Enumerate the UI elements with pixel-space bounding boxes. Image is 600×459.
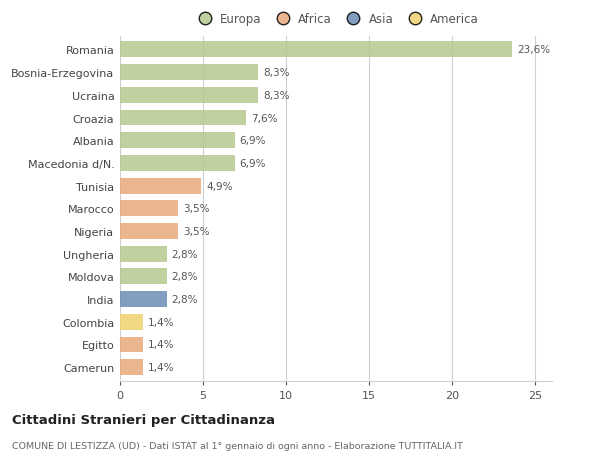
Bar [120,110,246,126]
Bar [120,201,178,217]
Text: 3,5%: 3,5% [183,226,209,236]
Text: 2,8%: 2,8% [172,272,198,282]
Text: 1,4%: 1,4% [148,363,175,372]
Text: 2,8%: 2,8% [172,294,198,304]
Text: 7,6%: 7,6% [251,113,278,123]
Text: 6,9%: 6,9% [239,136,266,146]
Text: Cittadini Stranieri per Cittadinanza: Cittadini Stranieri per Cittadinanza [12,413,275,426]
Text: 4,9%: 4,9% [206,181,233,191]
Text: COMUNE DI LESTIZZA (UD) - Dati ISTAT al 1° gennaio di ogni anno - Elaborazione T: COMUNE DI LESTIZZA (UD) - Dati ISTAT al … [12,441,463,450]
Text: 6,9%: 6,9% [239,158,266,168]
Text: 8,3%: 8,3% [263,68,289,78]
Bar [120,269,167,285]
Legend: Europa, Africa, Asia, America: Europa, Africa, Asia, America [188,8,484,31]
Text: 3,5%: 3,5% [183,204,209,214]
Text: 1,4%: 1,4% [148,340,175,350]
Bar [120,224,178,240]
Bar [120,314,143,330]
Bar [120,156,235,172]
Text: 8,3%: 8,3% [263,90,289,101]
Bar [120,88,258,104]
Text: 1,4%: 1,4% [148,317,175,327]
Bar [120,337,143,353]
Bar [120,65,258,81]
Bar [120,291,167,308]
Bar [120,246,167,262]
Bar [120,133,235,149]
Bar [120,178,202,194]
Text: 23,6%: 23,6% [517,45,550,55]
Bar [120,42,512,58]
Bar [120,359,143,375]
Text: 2,8%: 2,8% [172,249,198,259]
